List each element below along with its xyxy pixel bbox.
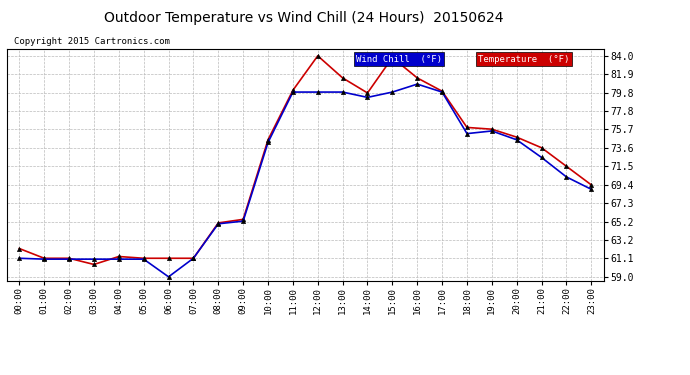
Text: Wind Chill  (°F): Wind Chill (°F) xyxy=(356,55,442,63)
Text: Copyright 2015 Cartronics.com: Copyright 2015 Cartronics.com xyxy=(14,38,170,46)
Text: Outdoor Temperature vs Wind Chill (24 Hours)  20150624: Outdoor Temperature vs Wind Chill (24 Ho… xyxy=(104,11,503,25)
Text: Temperature  (°F): Temperature (°F) xyxy=(478,55,570,63)
